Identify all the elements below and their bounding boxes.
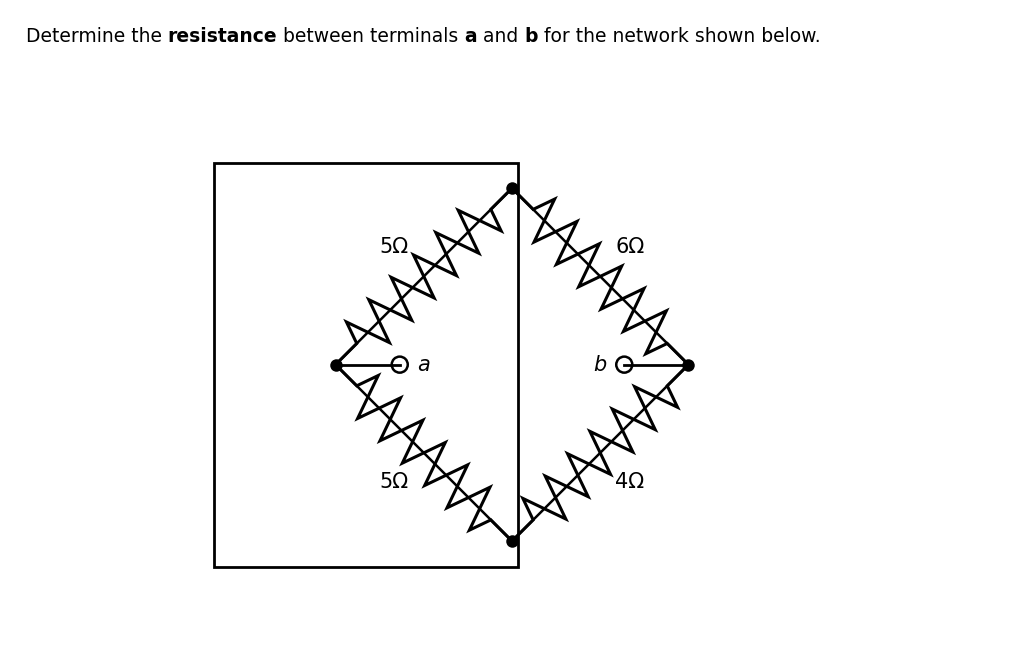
Text: between terminals: between terminals	[278, 27, 465, 45]
Text: 5Ω: 5Ω	[380, 472, 409, 492]
Text: b: b	[524, 27, 538, 45]
Text: 5Ω: 5Ω	[380, 237, 409, 257]
Text: 4Ω: 4Ω	[615, 472, 644, 492]
Text: 6Ω: 6Ω	[615, 237, 644, 257]
Text: Determine the: Determine the	[26, 27, 168, 45]
Bar	[214, 162, 518, 567]
Text: a: a	[465, 27, 477, 45]
Text: for the network shown below.: for the network shown below.	[538, 27, 820, 45]
Text: b: b	[593, 355, 606, 374]
Text: a: a	[418, 355, 430, 374]
Text: and: and	[477, 27, 524, 45]
Text: resistance: resistance	[168, 27, 278, 45]
